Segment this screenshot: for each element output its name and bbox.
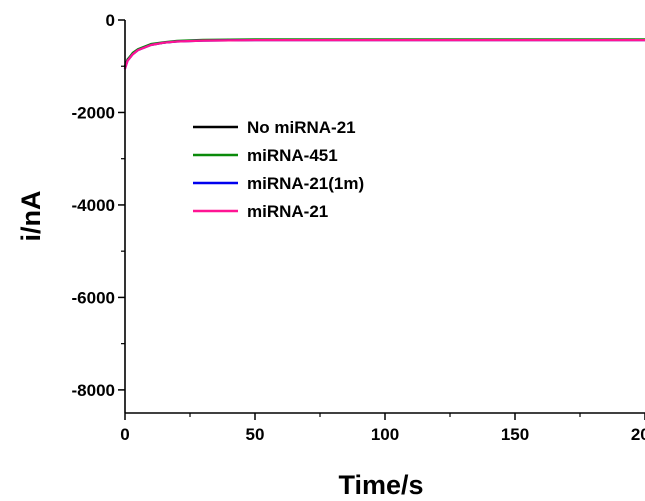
x-tick-label: 200 bbox=[631, 425, 645, 444]
series-line-mirna-21 bbox=[123, 38, 645, 70]
x-tick-label: 0 bbox=[120, 425, 129, 444]
series-layer bbox=[123, 38, 645, 70]
legend-label: miRNA-21(1m) bbox=[247, 174, 364, 193]
ticks-layer bbox=[118, 19, 645, 420]
y-tick-label: -6000 bbox=[72, 288, 115, 307]
x-tick-label: 50 bbox=[246, 425, 265, 444]
x-tick-label: 150 bbox=[501, 425, 529, 444]
plot-frame bbox=[124, 20, 645, 414]
series-line-no-mirna-21 bbox=[123, 38, 645, 68]
legend-label: miRNA-21 bbox=[247, 202, 328, 221]
y-axis-title: i/nA bbox=[16, 191, 46, 242]
legend: No miRNA-21 miRNA-451 miRNA-21(1m) miRNA-21 bbox=[193, 118, 364, 221]
series-line-mirna-451 bbox=[123, 38, 645, 68]
x-axis-title: Time/s bbox=[338, 470, 423, 500]
y-tick-label: -8000 bbox=[72, 381, 115, 400]
legend-label: No miRNA-21 bbox=[247, 118, 356, 137]
tick-labels: 0501001502002500-2000-4000-6000-8000 bbox=[72, 11, 645, 444]
y-tick-label: -2000 bbox=[72, 103, 115, 122]
x-tick-label: 100 bbox=[371, 425, 399, 444]
series-line-mirna-21-1m bbox=[123, 38, 645, 70]
legend-label: miRNA-451 bbox=[247, 146, 338, 165]
y-tick-label: 0 bbox=[106, 11, 115, 30]
y-tick-label: -4000 bbox=[72, 196, 115, 215]
